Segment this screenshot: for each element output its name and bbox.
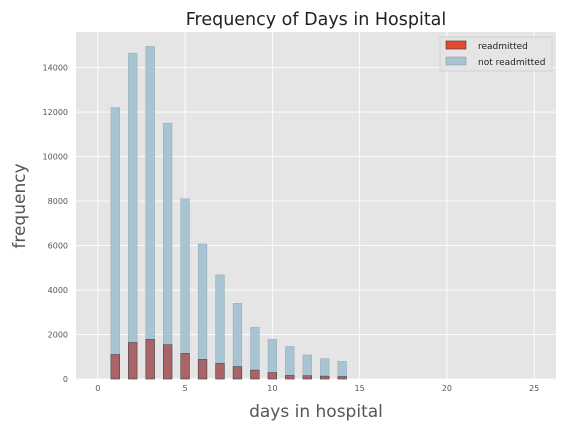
bar-readmitted	[232, 366, 243, 380]
grid-lines	[76, 32, 556, 380]
y-tick-label: 6000	[48, 242, 68, 251]
bar-readmitted	[267, 372, 277, 380]
bar-readmitted	[285, 375, 295, 380]
bar-readmitted	[163, 344, 173, 380]
y-tick-label: 0	[63, 375, 68, 384]
y-tick-label: 10000	[43, 153, 68, 162]
x-tick-label: 0	[95, 384, 100, 393]
x-axis-label: days in hospital	[249, 402, 383, 422]
bar-not-readmitted	[302, 354, 312, 380]
series-readmitted-bars	[110, 339, 347, 380]
bar-readmitted	[110, 354, 120, 380]
y-tick-label: 8000	[48, 197, 68, 206]
y-tick-label: 12000	[43, 108, 68, 117]
legend-swatch-readmitted	[445, 40, 467, 50]
legend-label-not-readmitted: not readmitted	[478, 58, 545, 68]
bar-readmitted	[180, 353, 190, 380]
y-tick-label: 4000	[48, 286, 68, 295]
bar-not-readmitted	[197, 243, 208, 380]
bar-readmitted	[215, 363, 225, 380]
bar-readmitted	[302, 375, 312, 380]
bar-readmitted	[320, 375, 330, 380]
bar-not-readmitted	[180, 198, 190, 380]
y-tick-label: 2000	[48, 331, 68, 340]
bar-not-readmitted	[110, 107, 120, 380]
x-tick-label: 15	[355, 384, 365, 393]
bar-not-readmitted	[145, 46, 155, 380]
bar-not-readmitted	[163, 122, 173, 380]
legend-swatch-not-readmitted	[445, 56, 467, 66]
bar-readmitted	[145, 339, 155, 380]
bar-readmitted	[128, 342, 138, 380]
bar-readmitted	[337, 376, 347, 380]
x-tick-label: 10	[267, 384, 277, 393]
y-axis-label: frequency	[10, 163, 30, 248]
bar-readmitted	[197, 359, 208, 380]
x-tick-label: 20	[442, 384, 452, 393]
chart-title: Frequency of Days in Hospital	[186, 10, 447, 30]
y-tick-label: 14000	[43, 64, 68, 73]
legend-label-readmitted: readmitted	[478, 42, 528, 52]
bar-not-readmitted	[285, 346, 295, 380]
series-not-readmitted-bars	[110, 46, 347, 380]
bar-readmitted	[250, 369, 260, 380]
y-axis-ticks: 0 2000 4000 6000 8000 10000 12000 14000	[43, 64, 68, 384]
x-axis-ticks: 0 5 10 15 20 25	[95, 384, 539, 393]
x-tick-label: 5	[183, 384, 188, 393]
x-tick-label: 25	[529, 384, 539, 393]
legend: readmitted not readmitted	[439, 36, 553, 72]
plot-background	[76, 32, 556, 379]
bar-not-readmitted	[128, 52, 138, 380]
